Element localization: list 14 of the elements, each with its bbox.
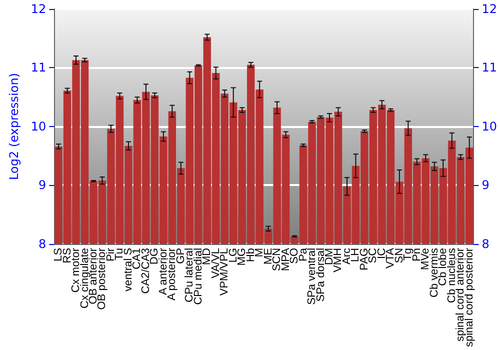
y-tick-label: 8	[38, 236, 46, 251]
y-axis-title: Log2 (expression)	[7, 72, 21, 180]
x-tick-label: A posterior	[166, 248, 178, 301]
y-tick-label: 10	[30, 119, 46, 134]
x-tick-label: Tg	[402, 248, 414, 261]
y-tick-label: 11	[30, 60, 46, 75]
y2-tick-label: 11	[482, 60, 498, 75]
y-tick-label: 12	[30, 2, 46, 16]
x-tick-label: spinal cord posterior	[463, 248, 476, 348]
y2-tick-label: 12	[482, 2, 498, 16]
y2-tick-label: 10	[482, 119, 498, 134]
y-tick-label: 9	[38, 178, 46, 192]
y2-tick-label: 9	[482, 178, 490, 192]
y2-tick-label: 8	[482, 236, 490, 251]
